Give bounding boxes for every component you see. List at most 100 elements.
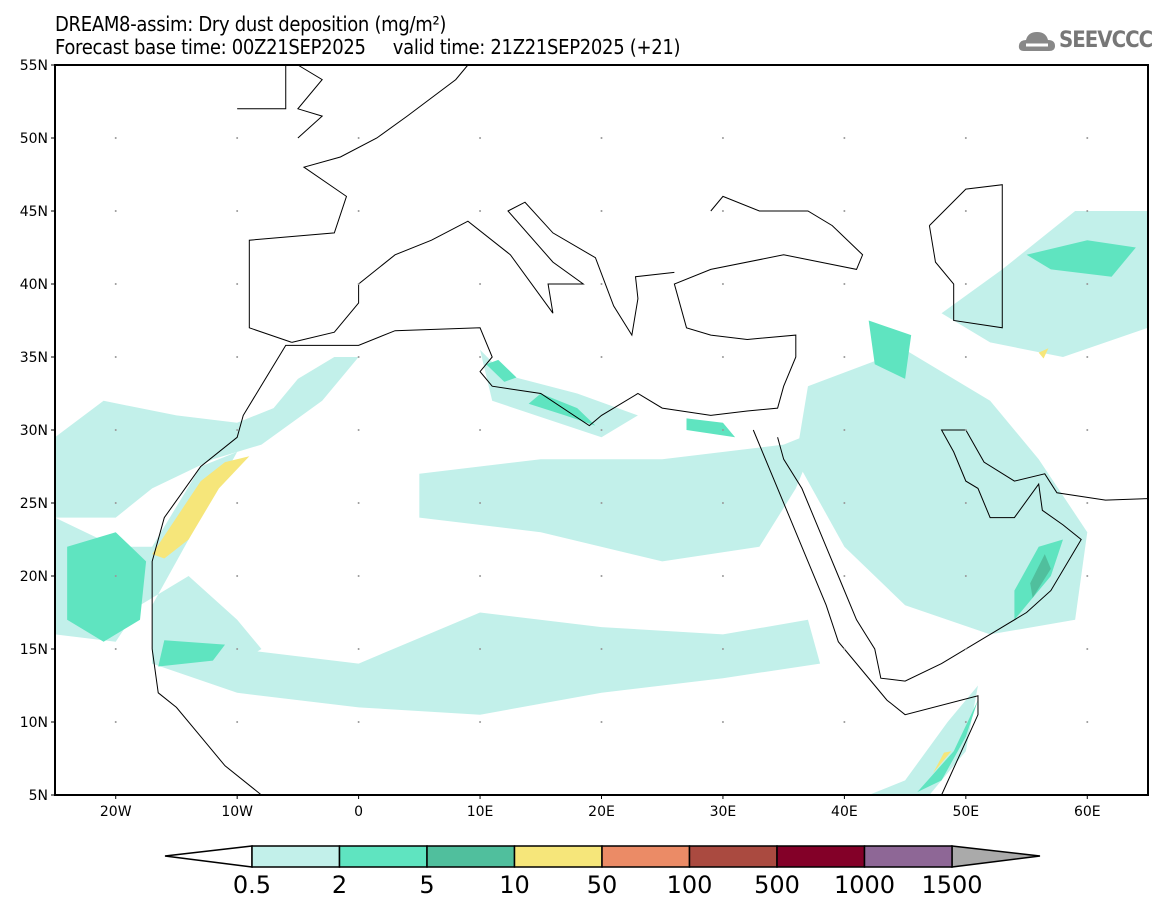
coastlines [151, 64, 1149, 796]
logo-text: SEEVCCC [1059, 28, 1153, 53]
grid-dot [236, 429, 239, 431]
grid-dot [357, 648, 360, 650]
colorbar-label: 0.5 [233, 871, 271, 899]
lat-tick-label: 35N [20, 350, 48, 366]
coastline-1 [752, 429, 979, 796]
grid-dot [843, 575, 846, 577]
grid-dot [600, 721, 603, 723]
dust-field-13 [67, 532, 147, 642]
grid-dot [114, 137, 117, 139]
grid-dot [1086, 721, 1089, 723]
colorbar-swatch-4 [601, 845, 691, 868]
dust-field-16 [686, 418, 736, 438]
grid-dot [721, 429, 724, 431]
grid-dot [236, 721, 239, 723]
dust-field-7 [868, 685, 978, 795]
colorbar-swatch-2 [426, 845, 516, 868]
map-title: DREAM8-assim: Dry dust deposition (mg/m²… [55, 12, 447, 36]
grid-dots [114, 137, 1089, 723]
coastline-6 [297, 64, 324, 139]
grid-dot [964, 721, 967, 723]
lon-tick-label: 10E [467, 804, 494, 820]
grid-dot [114, 648, 117, 650]
colorbar-label: 10 [499, 871, 530, 899]
colorbar-swatch-7 [863, 845, 953, 868]
grid-dot [600, 575, 603, 577]
coastline-5 [928, 184, 1003, 329]
lat-tick-label: 25N [20, 496, 48, 512]
forecast-time-subtitle: Forecast base time: 00Z21SEP2025 valid t… [55, 35, 681, 59]
grid-dot [479, 356, 482, 358]
grid-dot [357, 137, 360, 139]
grid-dot [843, 210, 846, 212]
dust-field-19 [933, 751, 952, 774]
dust-field-17 [1030, 554, 1051, 598]
grid-dot [357, 502, 360, 504]
grid-dot [843, 429, 846, 431]
lat-tick-label: 40N [20, 277, 48, 293]
grid-dot [600, 429, 603, 431]
coastline-7 [237, 65, 287, 110]
dust-field-6 [941, 211, 1148, 357]
grid-dot [721, 502, 724, 504]
grid-dot [721, 648, 724, 650]
grid-dot [721, 137, 724, 139]
colorbar-swatch-5 [688, 845, 778, 868]
lat-tick-label: 50N [20, 131, 48, 147]
lon-tick-label: 50E [952, 804, 979, 820]
lon-tick-label: 20W [100, 804, 132, 820]
grid-dot [479, 721, 482, 723]
colorbar-swatch-1 [338, 845, 428, 868]
grid-dot [721, 210, 724, 212]
dust-field-2 [152, 612, 821, 715]
grid-dot [1086, 137, 1089, 139]
lat-tick-label: 30N [20, 423, 48, 439]
axis-ticks: 55N 50N 45N 40N 35N 30N 25N 20N 15N 10N 5N 20W 10W 0 1… [20, 58, 1101, 820]
grid-dot [843, 283, 846, 285]
colorbar-label: 5 [419, 871, 434, 899]
grid-dot [964, 648, 967, 650]
coastline-4 [291, 201, 675, 343]
grid-dot [236, 210, 239, 212]
lon-tick-label: 40E [831, 804, 858, 820]
lat-tick-label: 45N [20, 204, 48, 220]
lon-tick-label: 30E [710, 804, 737, 820]
colorbar-swatch-3 [513, 845, 603, 868]
lon-tick-label: 10W [221, 804, 253, 820]
grid-dot [721, 575, 724, 577]
lat-tick-label: 20N [20, 569, 48, 585]
coastline-3 [248, 64, 469, 343]
colorbar-label: 1500 [921, 871, 982, 899]
dust-field-9 [486, 359, 517, 382]
grid-dot [721, 721, 724, 723]
grid-dot [600, 356, 603, 358]
dust-field-8 [528, 393, 596, 426]
grid-dot [479, 429, 482, 431]
grid-dot [600, 502, 603, 504]
coastline-0 [151, 195, 864, 796]
grid-dot [721, 283, 724, 285]
cloud-icon [1018, 31, 1055, 51]
grid-dot [236, 575, 239, 577]
grid-dot [843, 137, 846, 139]
grid-dot [236, 502, 239, 504]
dust-field-5 [795, 349, 1088, 635]
dust-fields [55, 211, 1148, 795]
grid-dot [1086, 575, 1089, 577]
grid-dot [357, 429, 360, 431]
lat-tick-label: 55N [20, 58, 48, 74]
grid-dot [479, 210, 482, 212]
dust-field-3 [419, 430, 821, 562]
grid-dot [843, 721, 846, 723]
grid-dot [114, 283, 117, 285]
dust-field-12 [158, 640, 226, 667]
colorbar-swatch-6 [776, 845, 866, 868]
grid-dot [964, 283, 967, 285]
grid-dot [114, 721, 117, 723]
colorbar-label: 1000 [834, 871, 895, 899]
grid-dot [357, 356, 360, 358]
grid-dot [114, 210, 117, 212]
colorbar-high-arrow [951, 845, 1041, 868]
dust-field-18 [152, 456, 250, 559]
